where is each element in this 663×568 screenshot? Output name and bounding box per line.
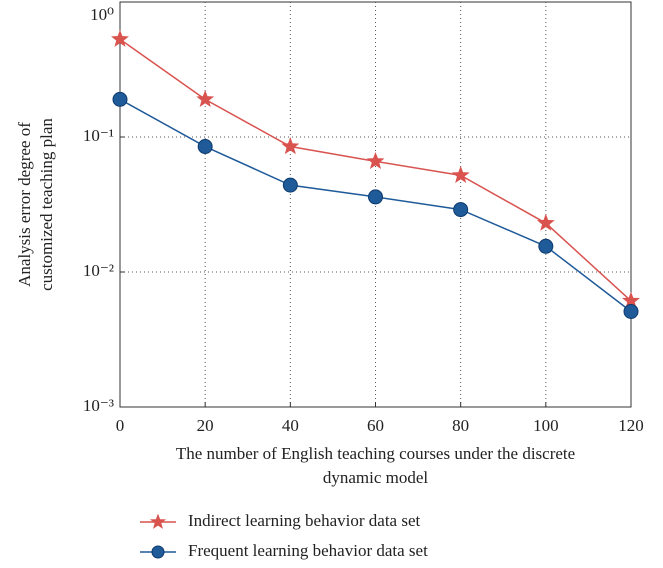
data-point [112,91,128,107]
x-axis-label: dynamic model [323,468,429,487]
data-point [453,202,469,218]
data-point [538,238,554,254]
series-line [119,98,632,313]
x-tick-label: 60 [367,416,384,435]
data-point [111,29,129,47]
data-point [368,189,383,205]
legend-label: Indirect learning behavior data set [188,511,421,530]
y-tick-label: 10⁻¹ [83,126,114,145]
data-point [451,165,470,183]
x-axis-label: The number of English teaching courses u… [176,444,575,463]
x-tick-label: 100 [533,416,559,435]
x-tick-label: 0 [116,416,125,435]
y-tick-label: 10⁻² [83,261,114,280]
data-point [536,213,555,231]
x-tick-label: 40 [282,416,299,435]
x-tick-label: 20 [197,416,214,435]
data-point [196,89,215,107]
y-axis-label: customized teaching plan [37,118,56,291]
data-point [366,152,385,169]
x-tick-label: 120 [618,416,644,435]
y-tick-label: 10⁻³ [83,396,114,415]
y-axis-label: Analysis error degree of [15,122,34,287]
data-point [282,177,298,193]
x-tick-label: 80 [452,416,469,435]
data-point [197,139,213,155]
data-point [623,303,639,319]
legend-marker [151,545,165,559]
legend-label: Frequent learning behavior data set [188,541,428,560]
legend-marker [149,513,167,529]
y-tick-label: 10⁰ [90,5,114,24]
data-point [281,137,300,155]
